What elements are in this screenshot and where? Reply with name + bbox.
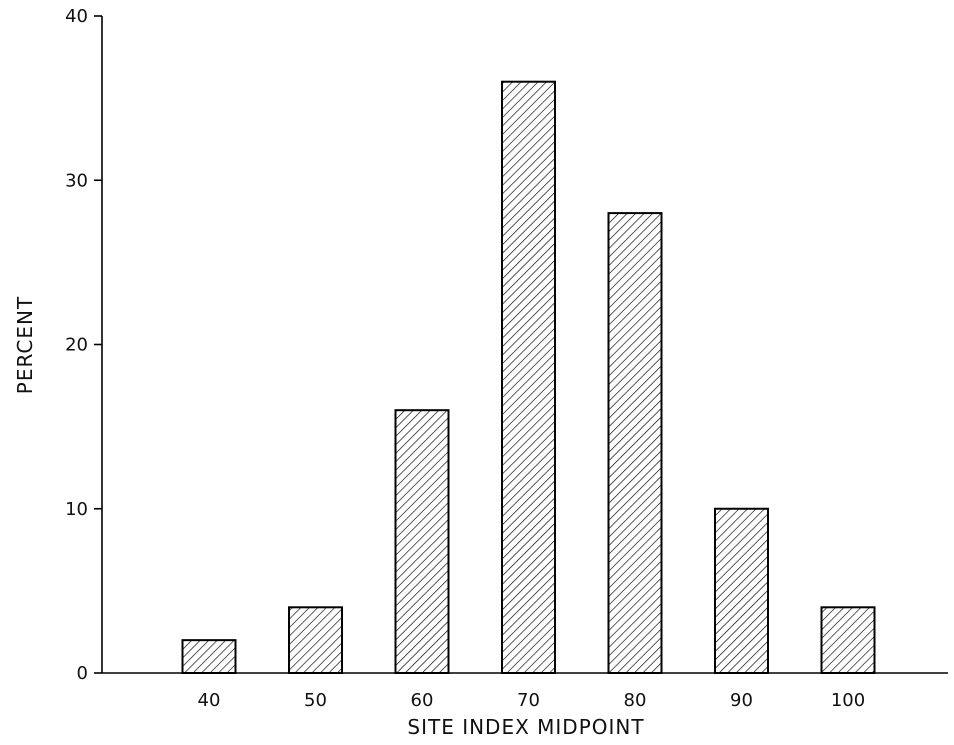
bar-50 [288, 606, 343, 674]
y-axis-title: PERCENT [13, 296, 37, 394]
x-tick-label: 50 [304, 690, 327, 711]
bar-70 [501, 80, 556, 674]
y-axis: 0 10 20 30 40 [65, 6, 103, 684]
x-axis: 40 50 60 70 80 90 100 [102, 672, 948, 711]
y-tick-label: 20 [65, 335, 88, 356]
x-axis-title: SITE INDEX MIDPOINT [407, 715, 644, 739]
bar-100 [820, 606, 876, 674]
bar-60 [394, 409, 450, 674]
x-tick-label: 90 [730, 690, 753, 711]
x-tick-label: 80 [624, 690, 647, 711]
x-tick-label: 40 [198, 690, 221, 711]
y-tick-label: 0 [77, 663, 88, 684]
bars [181, 80, 876, 675]
y-tick-label: 30 [65, 170, 88, 191]
bar-90 [714, 507, 769, 674]
y-tick-label: 10 [65, 499, 88, 520]
x-tick-label: 60 [411, 690, 434, 711]
y-tick-label: 40 [65, 6, 88, 27]
x-tick-label: 70 [517, 690, 540, 711]
x-tick-label: 100 [831, 690, 865, 711]
bar-80 [607, 212, 663, 674]
bar-40 [181, 639, 237, 675]
